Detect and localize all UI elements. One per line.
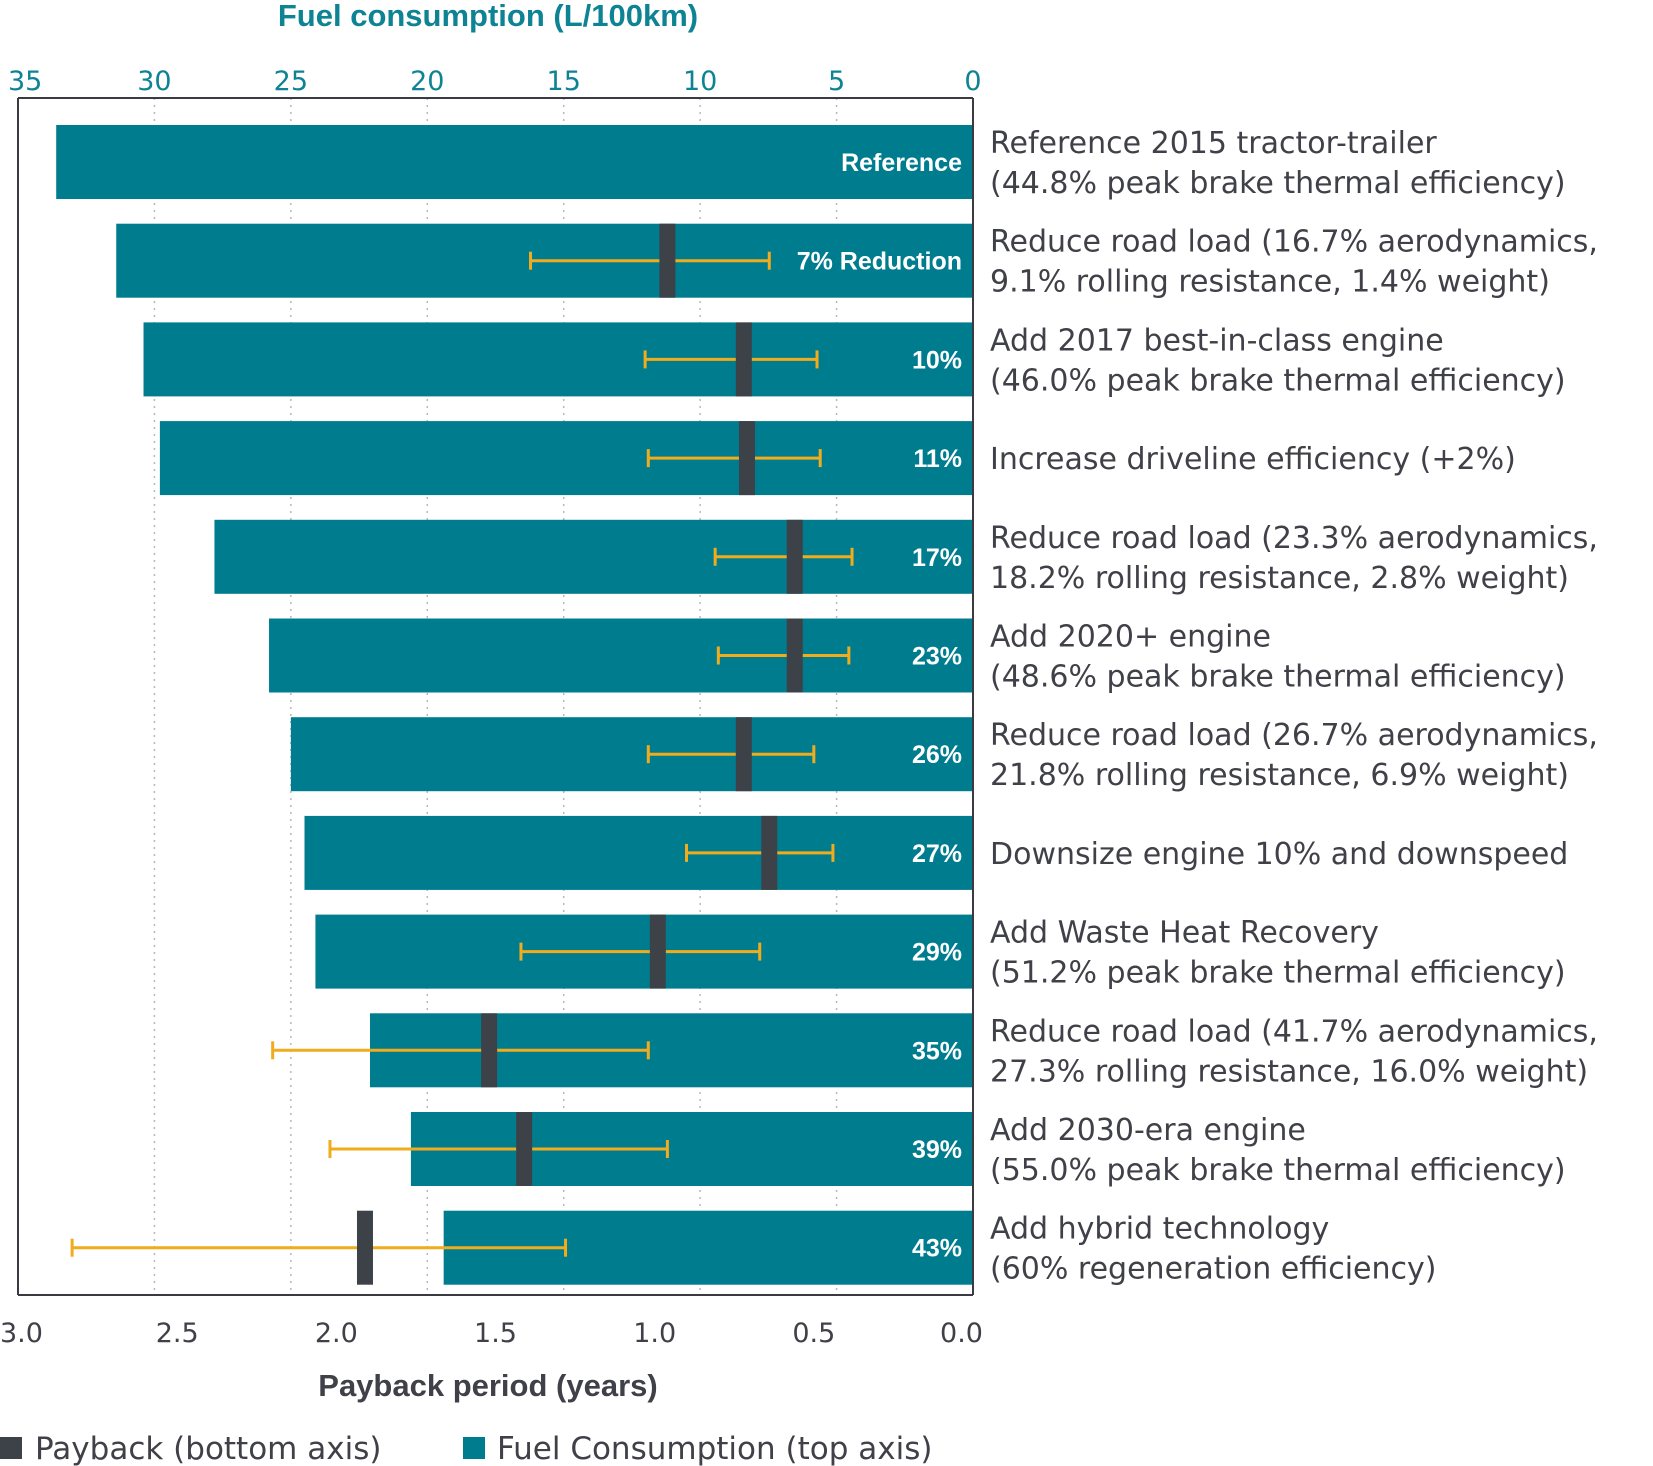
bar-label: 26% [912, 741, 962, 769]
row-label-line: 21.8% rolling resistance, 6.9% weight) [990, 758, 1569, 793]
row-label-line: Reference 2015 tractor-trailer [990, 126, 1437, 161]
payback-marker [738, 421, 755, 496]
bottom-tick-label: 2.0 [315, 1318, 358, 1349]
top-tick-label: 5 [828, 66, 845, 97]
row-label-line: Reduce road load (26.7% aerodynamics, [990, 718, 1598, 753]
row-label-line: (44.8% peak brake thermal efficiency) [990, 166, 1566, 201]
bar-label: 27% [912, 840, 962, 868]
payback-marker [786, 618, 803, 693]
bar-label: 10% [912, 346, 962, 374]
payback-marker [481, 1013, 498, 1088]
bar-label: 23% [912, 643, 962, 671]
top-tick-label: 35 [8, 66, 42, 97]
row-label-line: (51.2% peak brake thermal efficiency) [990, 956, 1566, 991]
fuel-bar [304, 815, 973, 890]
row-label-line: Add 2017 best-in-class engine [990, 323, 1444, 358]
bar-label: 29% [912, 939, 962, 967]
bottom-tick-label: 1.5 [474, 1318, 517, 1349]
bottom-tick-label: 0.5 [792, 1318, 835, 1349]
top-tick-label: 20 [410, 66, 444, 97]
row-label-line: 27.3% rolling resistance, 16.0% weight) [990, 1054, 1588, 1089]
row-label-line: Add 2020+ engine [990, 620, 1271, 655]
row-label-line: Add Waste Heat Recovery [990, 916, 1379, 951]
row-label-line: (55.0% peak brake thermal efficiency) [990, 1153, 1566, 1188]
payback-marker [356, 1210, 373, 1285]
row-label-line: (60% regeneration efficiency) [990, 1252, 1436, 1287]
row-label-line: Reduce road load (23.3% aerodynamics, [990, 521, 1598, 556]
axes [17, 97, 974, 1296]
payback-error-bars [70, 251, 854, 1257]
fuel-bar [214, 519, 973, 594]
row-label-line: 9.1% rolling resistance, 1.4% weight) [990, 265, 1550, 300]
fuel-bar [269, 618, 973, 693]
fuel-bar [56, 125, 973, 199]
bar-label: 17% [912, 544, 962, 572]
row-label-line: Reduce road load (41.7% aerodynamics, [990, 1014, 1598, 1049]
row-label-line: Add hybrid technology [990, 1212, 1329, 1247]
bar-label: 43% [912, 1235, 962, 1263]
top-axis-ticks: 35 30 25 20 15 10 5 0 [8, 66, 982, 97]
bottom-axis-title: Payback period (years) [318, 1368, 657, 1403]
bar-label: 39% [912, 1136, 962, 1164]
bar-label: Reference [841, 149, 962, 177]
legend: Payback (bottom axis) Fuel Consumption (… [0, 1431, 932, 1466]
payback-marker [735, 717, 752, 792]
payback-marker [786, 519, 803, 594]
payback-marker [516, 1112, 533, 1186]
bar-label: 35% [912, 1037, 962, 1065]
payback-marker [659, 223, 676, 298]
row-label-line: Reduce road load (16.7% aerodynamics, [990, 225, 1598, 260]
top-tick-label: 10 [683, 66, 717, 97]
legend-label-payback: Payback (bottom axis) [35, 1431, 381, 1466]
fuel-bar [290, 717, 973, 792]
payback-marker [649, 914, 666, 989]
bar-label: 7% Reduction [797, 248, 962, 276]
bottom-axis-ticks: 3.0 2.5 2.0 1.5 1.0 0.5 0.0 [0, 1318, 983, 1349]
row-label-line: (46.0% peak brake thermal efficiency) [990, 363, 1566, 398]
row-label-line: 18.2% rolling resistance, 2.8% weight) [990, 561, 1569, 596]
top-tick-label: 15 [547, 66, 581, 97]
legend-label-fuel: Fuel Consumption (top axis) [497, 1431, 932, 1466]
bottom-tick-label: 0.0 [940, 1318, 983, 1349]
row-label-line: Add 2030-era engine [990, 1113, 1306, 1148]
legend-swatch-payback [0, 1437, 22, 1459]
row-label-line: Increase driveline efficiency (+2%) [990, 442, 1516, 477]
fuel-bar [159, 421, 973, 496]
payback-marker [761, 815, 778, 890]
payback-marker [735, 322, 752, 397]
fuel-bar [143, 322, 973, 397]
top-tick-label: 25 [274, 66, 308, 97]
fuel-bars [56, 125, 974, 1285]
row-label-line: Downsize engine 10% and downspeed [990, 837, 1568, 872]
bar-label: 11% [913, 445, 962, 473]
row-label-line: (48.6% peak brake thermal efficiency) [990, 660, 1566, 695]
bottom-tick-label: 2.5 [156, 1318, 199, 1349]
row-labels: Reference 2015 tractor-trailer (44.8% pea… [990, 126, 1598, 1287]
legend-swatch-fuel [463, 1437, 485, 1459]
top-tick-label: 0 [964, 66, 981, 97]
bottom-tick-label: 3.0 [0, 1318, 43, 1349]
top-axis-title: Fuel consumption (L/100km) [278, 0, 698, 33]
top-tick-label: 30 [137, 66, 171, 97]
bottom-tick-label: 1.0 [633, 1318, 676, 1349]
payback-markers [356, 223, 803, 1285]
bar-labels: Reference 7% Reduction 10% 11% 17% 23% 26% 27% 2… [797, 149, 962, 1263]
